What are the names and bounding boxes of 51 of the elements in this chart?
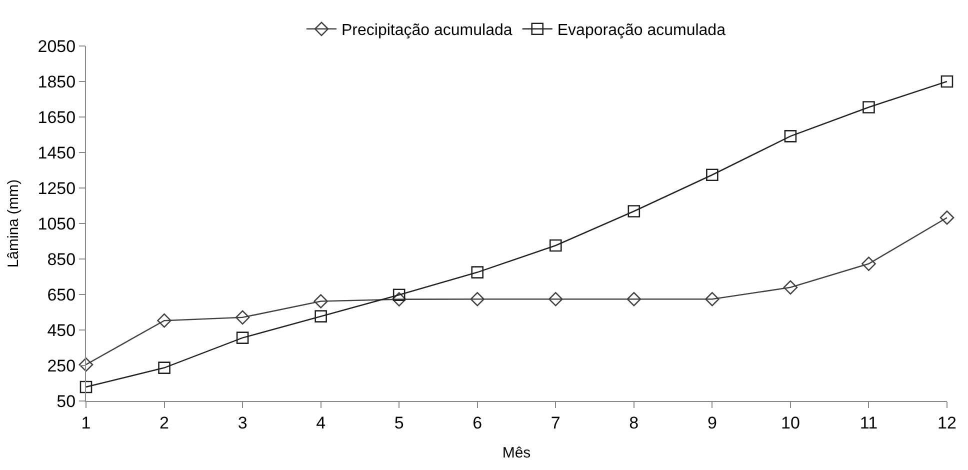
x-axis-title: Mês (502, 444, 531, 462)
point (314, 294, 328, 308)
point (471, 266, 484, 278)
point (549, 239, 562, 252)
point (158, 362, 170, 374)
point (392, 288, 406, 302)
y-tick-label: 450 (47, 320, 76, 340)
y-tick-label: 850 (47, 250, 76, 269)
point (862, 256, 876, 271)
x-tick-label: 2 (160, 413, 170, 432)
y-tick-label: 1850 (38, 72, 76, 92)
point (784, 130, 797, 142)
x-tick-label: 8 (629, 413, 639, 432)
point (706, 168, 718, 182)
x-tick-label: 9 (707, 413, 717, 432)
x-tick-label: 10 (780, 413, 800, 432)
x-tick-label: 6 (472, 413, 482, 432)
point (80, 380, 92, 394)
point (940, 75, 954, 88)
y-tick-label: 250 (47, 356, 76, 376)
point (236, 332, 249, 344)
legend-label: Evaporação acumulada (557, 22, 726, 40)
x-tick-label: 12 (938, 413, 956, 432)
point (157, 313, 172, 328)
y-tick-label: 650 (47, 285, 76, 304)
point (392, 292, 406, 306)
y-tick-label: 1250 (38, 178, 76, 198)
point (235, 310, 250, 325)
point (78, 357, 94, 372)
point (628, 205, 640, 218)
y-tick-label: 1050 (38, 214, 76, 234)
point (862, 101, 875, 114)
point (314, 310, 327, 322)
x-tick-label: 5 (394, 413, 404, 432)
point (705, 292, 720, 306)
y-tick-label: 1650 (38, 108, 76, 127)
legend-label: Precipitação acumulada (342, 22, 512, 40)
y-axis-title: Lâmina (mm) (5, 179, 22, 268)
x-tick-label: 7 (550, 413, 560, 432)
x-tick-label: 3 (238, 413, 248, 432)
y-tick-label: 50 (56, 392, 76, 411)
point (470, 292, 485, 306)
y-tick-label: 2050 (38, 36, 76, 56)
point (783, 280, 798, 295)
point (626, 292, 642, 306)
y-tick-label: 1450 (38, 143, 76, 162)
x-tick-label: 4 (316, 413, 326, 432)
x-tick-label: 1 (81, 413, 91, 432)
x-tick-label: 11 (860, 413, 878, 432)
point (548, 292, 563, 306)
point (940, 210, 954, 225)
